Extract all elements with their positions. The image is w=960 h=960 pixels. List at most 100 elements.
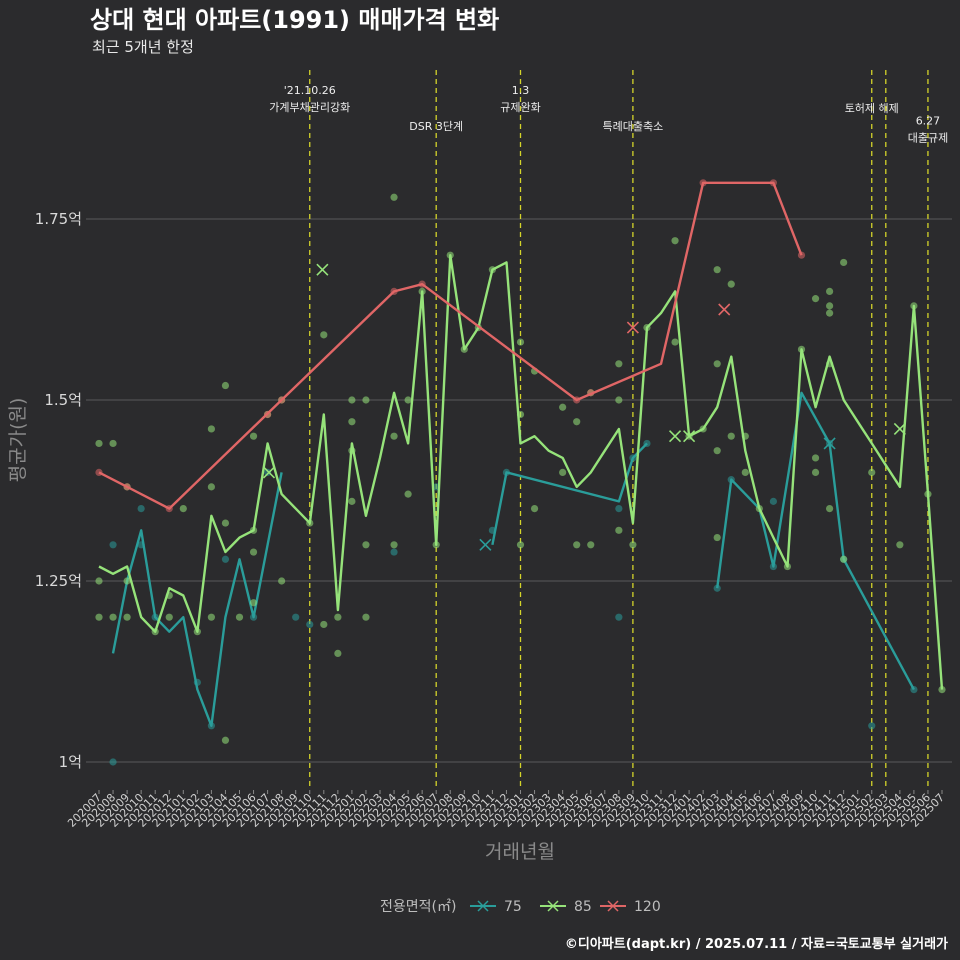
data-point-85 (615, 396, 623, 404)
data-point-75 (292, 613, 300, 621)
data-point-85 (404, 490, 412, 498)
data-point-85 (713, 266, 721, 274)
data-point-85 (713, 447, 721, 455)
data-point-75 (137, 505, 145, 513)
event-label: 특례대출축소 (603, 120, 664, 133)
data-point-120 (95, 468, 103, 476)
data-point-85 (559, 468, 567, 476)
data-point-85 (207, 425, 215, 433)
cross-marker-85 (316, 263, 329, 276)
data-point-75 (264, 468, 272, 476)
cross-marker-75 (823, 437, 836, 450)
data-point-85 (530, 505, 539, 513)
data-point-85 (221, 736, 230, 744)
data-point-120 (797, 251, 806, 259)
data-point-85 (249, 599, 258, 607)
data-point-85 (446, 251, 454, 259)
data-point-85 (516, 410, 525, 419)
data-point-120 (573, 396, 581, 404)
data-point-85 (699, 425, 707, 433)
data-point-85 (671, 237, 679, 245)
data-point-85 (938, 686, 946, 694)
data-point-85 (573, 418, 581, 426)
data-point-75 (306, 620, 314, 629)
event-label: DSR 3단계 (409, 120, 463, 133)
cross-marker-120 (626, 321, 639, 334)
data-point-85 (151, 628, 159, 636)
data-point-85 (418, 287, 426, 295)
data-point-75 (769, 562, 778, 571)
data-point-120 (587, 389, 595, 397)
legend-key-cross (477, 900, 489, 912)
data-point-85 (348, 418, 356, 426)
data-point-85 (811, 295, 820, 303)
event-label: 가계부채관리강화 (269, 101, 350, 114)
data-point-120 (123, 483, 131, 491)
data-point-85 (306, 519, 314, 527)
data-point-85 (629, 541, 637, 549)
data-point-85 (460, 345, 468, 353)
cross-marker-85 (683, 430, 696, 443)
data-point-75 (137, 541, 145, 549)
data-point-75 (390, 548, 398, 556)
data-point-75 (629, 454, 637, 462)
data-point-85 (811, 454, 820, 462)
data-point-85 (826, 302, 834, 310)
data-point-85 (727, 432, 735, 440)
y-tick-label: 1.5억 (44, 391, 82, 409)
data-point-85 (924, 490, 932, 498)
data-point-120 (264, 410, 272, 419)
legend-label: 120 (634, 899, 661, 915)
data-point-120 (278, 396, 286, 404)
data-point-85 (249, 526, 258, 534)
data-point-85 (123, 577, 131, 585)
data-point-85 (404, 396, 412, 404)
data-point-75 (488, 526, 496, 534)
legend-key-cross (607, 900, 619, 912)
data-point-85 (334, 613, 342, 621)
chart-title: 상대 현대 아파트(1991) 매매가격 변화 (90, 6, 499, 34)
chart-subtitle: 최근 5개년 한정 (92, 38, 194, 56)
data-point-85 (390, 541, 398, 549)
data-point-85 (671, 338, 679, 346)
legend-title: 전용면적(㎡) (380, 899, 456, 915)
data-point-85 (165, 613, 173, 621)
data-point-85 (207, 613, 215, 621)
data-point-85 (362, 613, 370, 621)
cross-marker-85 (893, 422, 906, 436)
data-point-85 (741, 432, 749, 440)
data-point-85 (488, 266, 496, 274)
cross-marker-75 (479, 538, 492, 551)
data-point-85 (811, 468, 820, 476)
data-point-75 (207, 722, 215, 730)
data-point-85 (896, 541, 904, 549)
data-point-75 (713, 584, 721, 592)
data-point-85 (320, 620, 328, 629)
y-tick-label: 1억 (59, 753, 82, 771)
data-point-85 (348, 396, 356, 404)
series-line-75 (716, 391, 915, 691)
data-point-85 (826, 360, 834, 368)
series-line-120 (98, 181, 803, 510)
data-point-85 (320, 331, 328, 339)
x-axis-ticks: 2020072020082020092020102020112020122021… (65, 790, 947, 830)
data-point-85 (362, 541, 370, 549)
cross-marker-85 (262, 466, 276, 479)
data-point-85 (783, 562, 792, 571)
data-point-85 (95, 577, 103, 585)
caption: ©디아파트(dapt.kr) / 2025.07.11 / 자료=국토교통부 실… (565, 936, 948, 952)
event-label: 토허제 해제 (845, 101, 899, 115)
data-point-85 (516, 541, 525, 549)
data-point-85 (221, 381, 230, 390)
data-point-85 (348, 447, 356, 455)
data-point-85 (235, 613, 244, 621)
data-point-85 (362, 396, 370, 404)
data-point-85 (826, 309, 834, 317)
y-tick-label: 1.75억 (35, 210, 82, 228)
data-point-85 (755, 505, 763, 513)
data-point-85 (109, 613, 117, 621)
data-point-120 (769, 179, 778, 187)
gridlines (86, 218, 952, 763)
